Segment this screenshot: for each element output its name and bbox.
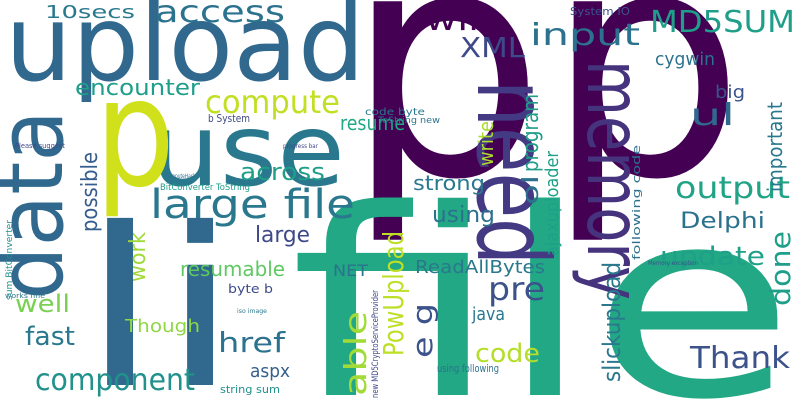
word: done: [764, 231, 797, 306]
word: upload: [5, 0, 365, 105]
word: large: [255, 223, 310, 248]
word: strong: [413, 171, 485, 195]
word: 10secs: [45, 2, 135, 23]
word: cygwin: [655, 49, 715, 70]
word: need: [454, 80, 571, 265]
word: p: [545, 0, 745, 249]
word: file: [290, 155, 795, 400]
word: ajaxuploader: [542, 150, 563, 256]
word: iso image: [237, 308, 267, 315]
word: Delphi: [680, 209, 765, 234]
word: code byte: [365, 107, 425, 118]
word: e g: [406, 303, 439, 358]
word: across: [240, 158, 325, 186]
word: update: [660, 242, 765, 272]
word: possible: [78, 152, 103, 232]
word: important: [763, 102, 787, 192]
word: using following: [437, 362, 499, 375]
word: p: [345, 0, 545, 249]
word: aspx: [250, 361, 290, 382]
word: using: [432, 203, 495, 228]
word: data: [0, 110, 84, 300]
word: use: [150, 92, 345, 209]
word: well: [15, 290, 70, 318]
word: access: [155, 0, 285, 30]
word: memory: [570, 60, 658, 300]
word: ToString new: [377, 116, 440, 126]
word: ul: [690, 98, 735, 133]
word: href: [218, 326, 286, 359]
word: ReadAllBytes: [415, 257, 545, 278]
word: resumable: [180, 257, 285, 281]
word: java: [471, 304, 505, 325]
word: works fine: [5, 292, 45, 300]
word: resume: [340, 111, 405, 135]
word: component: [35, 363, 195, 398]
word: fast: [25, 322, 75, 352]
word: slickupload: [598, 262, 626, 382]
word: Though: [124, 316, 200, 337]
word: large file: [150, 182, 355, 228]
word: string sum: [220, 383, 280, 396]
word: pre: [488, 270, 545, 308]
word: encounter: [75, 76, 201, 101]
word: input: [530, 18, 640, 53]
word: write: [474, 121, 498, 166]
word: NET: [333, 261, 368, 280]
word: b System: [208, 112, 250, 125]
word: work: [126, 232, 151, 282]
word: program: [519, 94, 544, 172]
word: compute: [205, 83, 340, 121]
word: Please suggest: [15, 142, 65, 150]
word: Memory exception: [648, 260, 698, 267]
word: PowUpload: [377, 231, 410, 356]
word: big: [715, 82, 745, 103]
word: Thank: [689, 341, 791, 376]
word: will: [425, 3, 490, 38]
word: able: [339, 311, 374, 396]
word: progress bar: [283, 143, 318, 150]
word: BitConverter ToString: [160, 183, 250, 193]
word: XML: [460, 31, 525, 64]
word: new MD5CryptoServiceProvider: [371, 290, 381, 398]
word: ComputeHash b: [165, 173, 200, 180]
word: following code: [630, 145, 643, 260]
word: code: [475, 339, 540, 369]
word: MD5SUM: [650, 5, 795, 40]
word: sum BitConverter: [5, 220, 15, 300]
word: byte b: [228, 282, 273, 296]
word: li: [80, 181, 240, 400]
word: ol: [519, 175, 544, 205]
word: output: [675, 171, 790, 206]
word: System IO: [570, 5, 630, 18]
word: p: [95, 47, 175, 221]
